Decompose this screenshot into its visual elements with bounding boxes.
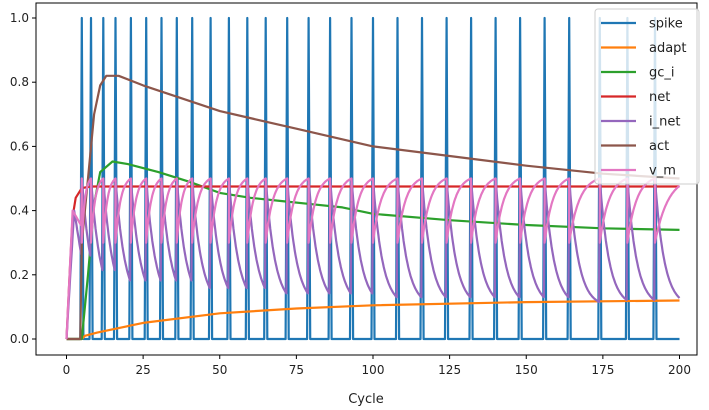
x-tick-label: 0 — [63, 363, 71, 377]
legend-label: adapt — [649, 41, 687, 56]
legend-label: act — [649, 139, 669, 154]
series-line-v-m — [65, 177, 681, 340]
x-tick-label: 25 — [135, 363, 150, 377]
y-tick-label: 0.8 — [10, 75, 29, 89]
x-axis-label: Cycle — [348, 392, 384, 407]
y-tick-label: 1.0 — [10, 11, 29, 25]
x-tick-label: 50 — [212, 363, 227, 377]
x-tick-label: 200 — [668, 363, 691, 377]
legend-label: net — [649, 90, 670, 105]
series-layer — [65, 16, 681, 341]
series-line-adapt — [66, 299, 680, 341]
x-tick-label: 125 — [438, 363, 461, 377]
x-tick-label: 175 — [591, 363, 614, 377]
x-tick-label: 100 — [362, 363, 385, 377]
x-tick-label: 150 — [515, 363, 538, 377]
y-tick-label: 0.0 — [10, 332, 29, 346]
axis-ticks: 0 25 50 75 100 125 150 175 200 0.0 0.2 0.4 0.6 0.8 1.0 — [10, 11, 691, 377]
y-tick-label: 0.2 — [10, 268, 29, 282]
legend-label: v_m — [649, 164, 676, 179]
legend-label: i_net — [649, 115, 680, 130]
legend-label: gc_i — [649, 66, 675, 81]
x-tick-label: 75 — [289, 363, 304, 377]
legend-label: spike — [649, 17, 683, 32]
y-tick-label: 0.6 — [10, 139, 29, 153]
y-tick-label: 0.4 — [10, 204, 29, 218]
legend-box — [594, 8, 700, 185]
